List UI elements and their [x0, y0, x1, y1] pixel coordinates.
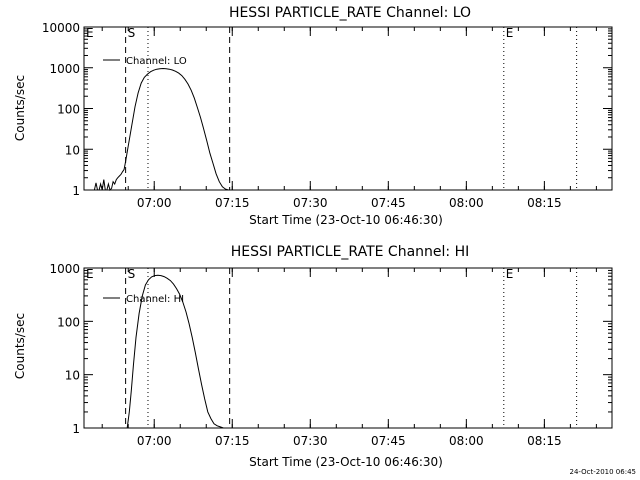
- chart-2-xlabel: Start Time (23-Oct-10 06:46:30): [249, 455, 443, 469]
- chart-1-y-tick-label: 10: [65, 143, 80, 157]
- chart-1-frame: [83, 26, 613, 191]
- chart-1-x-tick-label: 08:15: [527, 196, 562, 210]
- footer-timestamp: 24-Oct-2010 06:45: [570, 468, 636, 476]
- chart-2-marker-label: E: [86, 267, 94, 281]
- chart-2-legend-label: Channel: HI: [126, 294, 184, 305]
- chart-1-x-tick-label: 08:00: [449, 196, 484, 210]
- chart-1-title: HESSI PARTICLE_RATE Channel: LO: [229, 5, 471, 21]
- chart-2-marker-label: S: [128, 267, 136, 281]
- chart-1-plot-area: 1 10 100 1000 10000 07:00 07:15 07:30 07:45 08:00…: [42, 21, 613, 210]
- chart-2-x-tick-label: 07:30: [293, 434, 328, 448]
- chart-1-y-tick-label: 1: [72, 184, 80, 198]
- chart-2-ylabel: Counts/sec: [13, 313, 27, 379]
- chart-1-marker-label: S: [128, 26, 136, 40]
- chart-1-y-tick-label: 100: [57, 103, 80, 117]
- chart-1-x-tick-label: 07:00: [137, 196, 172, 210]
- chart-2-marker-label: E: [506, 267, 514, 281]
- chart-2-series-line: [126, 274, 224, 429]
- chart-1-x-tick-label: 07:45: [371, 196, 406, 210]
- chart-1-x-tick-label: 07:30: [293, 196, 328, 210]
- chart-2-y-tick-label: 1000: [49, 262, 80, 276]
- chart-2-title: HESSI PARTICLE_RATE Channel: HI: [231, 244, 469, 260]
- chart-1-x-tick-label: 07:15: [215, 196, 250, 210]
- chart-2-x-tick-label: 07:15: [215, 434, 250, 448]
- chart-1-y-tick-label: 1000: [49, 62, 80, 76]
- chart-1-ylabel: Counts/sec: [13, 75, 27, 141]
- chart-1-y-tick-label: 10000: [42, 21, 80, 35]
- chart-2-y-tick-label: 1: [72, 422, 80, 436]
- chart-2-frame: [83, 267, 613, 429]
- chart-1-xlabel: Start Time (23-Oct-10 06:46:30): [249, 213, 443, 227]
- chart-1-series-line: [93, 67, 229, 191]
- chart-2-y-tick-label: 10: [65, 369, 80, 383]
- chart-1-legend-label: Channel: LO: [126, 56, 187, 67]
- chart-1-marker-label: E: [86, 26, 94, 40]
- chart-1-marker-label: E: [506, 26, 514, 40]
- chart-2-x-tick-label: 08:00: [449, 434, 484, 448]
- chart-2-x-tick-label: 08:15: [527, 434, 562, 448]
- chart-2-y-tick-label: 100: [57, 315, 80, 329]
- chart-2-x-tick-label: 07:45: [371, 434, 406, 448]
- chart-2-x-tick-label: 07:00: [137, 434, 172, 448]
- chart-2-plot-area: 1 10 100 1000 07:00 07:15 07:30 07:45 08:00 08:15…: [49, 262, 613, 448]
